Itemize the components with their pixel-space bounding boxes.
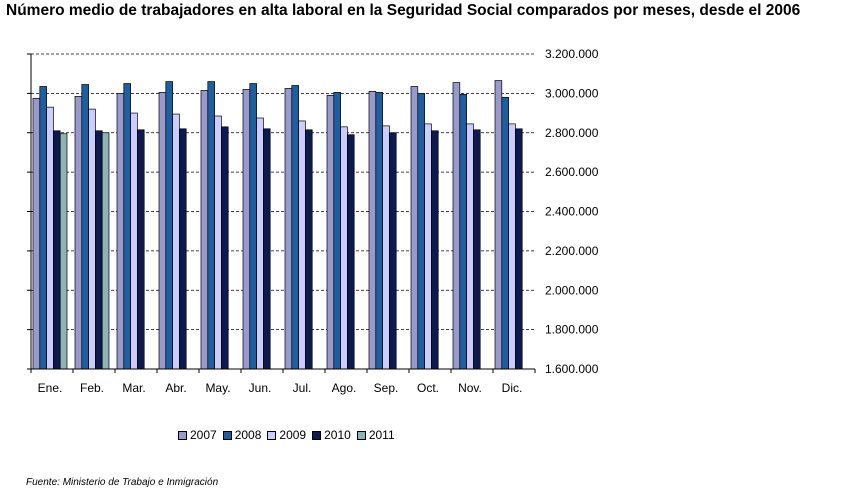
y-tick-label: 2.400.000	[545, 205, 599, 219]
legend-item-2008: 2008	[222, 428, 262, 442]
bar-2008-oct	[417, 93, 425, 370]
bar-2008-may	[207, 81, 215, 370]
legend-item-2007: 2007	[178, 428, 217, 442]
legend-swatch	[178, 430, 187, 440]
legend: 2007 2008 2009 2010 2011	[178, 428, 395, 442]
bar-2009-ago	[340, 126, 348, 370]
bar-2007-sep	[368, 91, 377, 370]
bar-2008-dic	[501, 96, 509, 370]
bar-2010-ago	[347, 134, 355, 370]
bars	[32, 80, 523, 370]
legend-label: 2011	[368, 428, 395, 442]
x-tick-label: Sep.	[374, 381, 399, 395]
bar-2008-mar	[123, 83, 131, 370]
bar-2007-nov	[452, 82, 461, 370]
bar-2007-dic	[494, 80, 503, 370]
chart-title: Número medio de trabajadores en alta lab…	[6, 2, 801, 19]
x-tick-label: Jun.	[249, 381, 272, 395]
bar-2010-nov	[473, 129, 481, 370]
bar-2009-feb	[88, 108, 96, 370]
bar-2009-may	[214, 115, 222, 370]
bar-2009-mar	[130, 112, 138, 370]
x-tick-label: Jul.	[293, 381, 312, 395]
bar-2010-oct	[431, 130, 439, 370]
legend-swatch	[267, 430, 277, 440]
bar-2007-jun	[242, 89, 251, 370]
bar-2010-dic	[515, 128, 523, 370]
x-tick-label: Ago.	[332, 381, 357, 395]
bar-2009-abr	[172, 113, 180, 370]
legend-swatch	[312, 430, 322, 440]
bar-2008-jun	[249, 83, 257, 370]
x-tick-label: Dic.	[502, 381, 523, 395]
y-tick-label: 2.000.000	[545, 283, 599, 297]
bar-2007-jul	[284, 88, 293, 370]
bar-2007-abr	[158, 92, 167, 370]
x-tick-labels: Ene. Feb. Mar. Abr. May. Jun. Jul. Ago. Sep. Oct.…	[38, 381, 523, 395]
legend-swatch	[356, 430, 366, 440]
bar-2007-mar	[116, 93, 125, 370]
bar-2007-feb	[74, 95, 83, 370]
legend-label: 2009	[279, 428, 307, 442]
x-tick-label: Ene.	[38, 381, 63, 395]
y-tick-label: 1.800.000	[545, 323, 599, 337]
gridlines	[31, 53, 535, 331]
bar-2010-feb	[95, 130, 103, 370]
legend-item-2010: 2010	[312, 428, 351, 442]
bar-2010-ene	[53, 130, 61, 370]
bar-2009-oct	[424, 123, 432, 370]
y-tick-label: 3.200.000	[545, 47, 599, 61]
bar-2008-abr	[165, 81, 173, 370]
bar-2009-jun	[256, 117, 264, 370]
bar-2010-sep	[389, 132, 397, 370]
bar-2009-ene	[46, 106, 54, 370]
bar-2007-oct	[410, 86, 419, 370]
bar-2008-feb	[81, 84, 89, 370]
y-tick-label: 2.600.000	[545, 165, 599, 179]
bar-2008-sep	[375, 92, 383, 370]
legend-label: 2008	[234, 428, 262, 442]
y-tick-labels: 1.600.000 1.800.000 2.000.000 2.200.000 2.40…	[545, 47, 599, 376]
y-tick-label: 1.600.000	[545, 362, 599, 376]
x-tick-label: Oct.	[417, 381, 439, 395]
x-tick-label: Abr.	[165, 381, 186, 395]
legend-swatch	[222, 430, 232, 440]
bar-2009-jul	[298, 120, 306, 370]
x-tick-label: Mar.	[122, 381, 145, 395]
x-tick-label: May.	[205, 381, 230, 395]
bar-2010-jul	[305, 129, 313, 370]
y-tick-label: 2.200.000	[545, 244, 599, 258]
legend-label: 2010	[324, 428, 351, 442]
bar-chart: 1.600.000 1.800.000 2.000.000 2.200.000 2.40…	[27, 47, 599, 395]
bar-2010-mar	[137, 129, 145, 370]
axes	[27, 53, 536, 373]
legend-label: 2007	[190, 428, 217, 442]
y-tick-label: 3.000.000	[545, 86, 599, 100]
bar-2008-ago	[333, 92, 341, 370]
bar-2007-ago	[326, 94, 335, 370]
bar-2010-abr	[179, 128, 187, 370]
bar-2009-nov	[466, 123, 474, 370]
bar-2009-sep	[382, 125, 390, 370]
legend-item-2009: 2009	[267, 428, 306, 442]
x-tick-label: Nov.	[458, 381, 482, 395]
bar-2007-ene	[32, 97, 41, 370]
bar-2007-may	[200, 90, 209, 370]
bar-2009-dic	[508, 123, 516, 370]
bar-2010-jun	[263, 128, 271, 370]
bar-2008-jul	[291, 85, 299, 370]
legend-item-2011: 2011	[356, 428, 395, 442]
bar-2011-ene	[59, 133, 68, 370]
bar-2010-may	[221, 126, 229, 370]
bar-2008-ene	[39, 86, 47, 370]
bar-2008-nov	[459, 94, 467, 370]
x-tick-label: Feb.	[80, 381, 104, 395]
source-note: Fuente: Ministerio de Trabajo e Inmigrac…	[26, 477, 219, 488]
bar-2011-feb	[101, 132, 110, 370]
y-tick-label: 2.800.000	[545, 126, 599, 140]
